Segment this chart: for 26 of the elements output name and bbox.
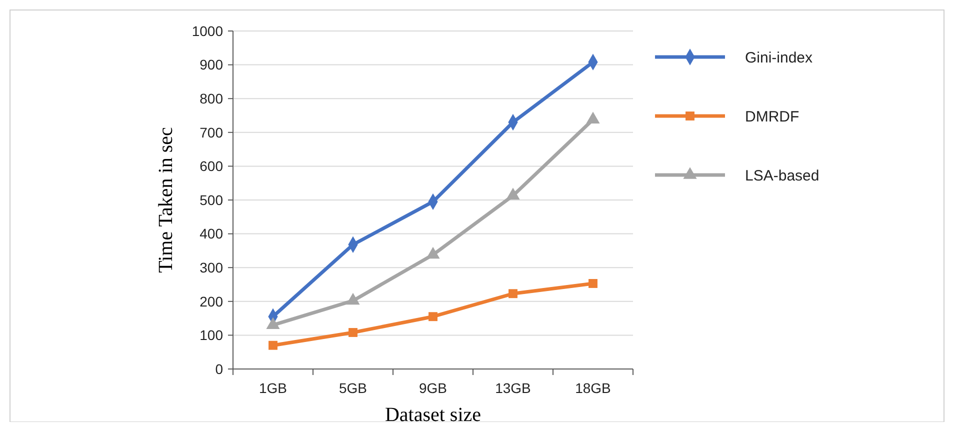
point xyxy=(508,289,518,298)
legend-label: LSA-based xyxy=(745,167,820,184)
y-tick-label: 200 xyxy=(200,293,224,310)
x-tick-label: 13GB xyxy=(495,380,531,396)
point xyxy=(348,328,358,337)
x-tick-label: 5GB xyxy=(338,380,368,396)
x-tick-label: 9GB xyxy=(418,380,448,396)
point xyxy=(268,340,278,350)
legend-label: DMRDF xyxy=(745,108,800,126)
y-tick-label: 0 xyxy=(215,360,224,377)
point xyxy=(588,279,598,288)
y-tick-label: 500 xyxy=(200,192,224,208)
y-tick-label: 300 xyxy=(200,260,224,276)
x-axis-title: Dataset size xyxy=(384,404,482,426)
y-tick-label: 100 xyxy=(200,327,224,344)
y-tick-label: 800 xyxy=(200,90,224,106)
y-tick-label: 900 xyxy=(200,56,224,73)
y-tick-label: 400 xyxy=(200,226,224,242)
y-tick-label: 600 xyxy=(200,158,224,174)
legend-label: Gini-index xyxy=(745,49,814,66)
y-axis-title: Time Taken in sec xyxy=(155,126,177,273)
x-tick-label: 1GB xyxy=(258,380,288,396)
point xyxy=(428,312,438,322)
y-tick-label: 700 xyxy=(200,124,224,140)
x-tick-label: 18GB xyxy=(575,380,611,396)
y-tick-label: 1000 xyxy=(192,22,224,39)
